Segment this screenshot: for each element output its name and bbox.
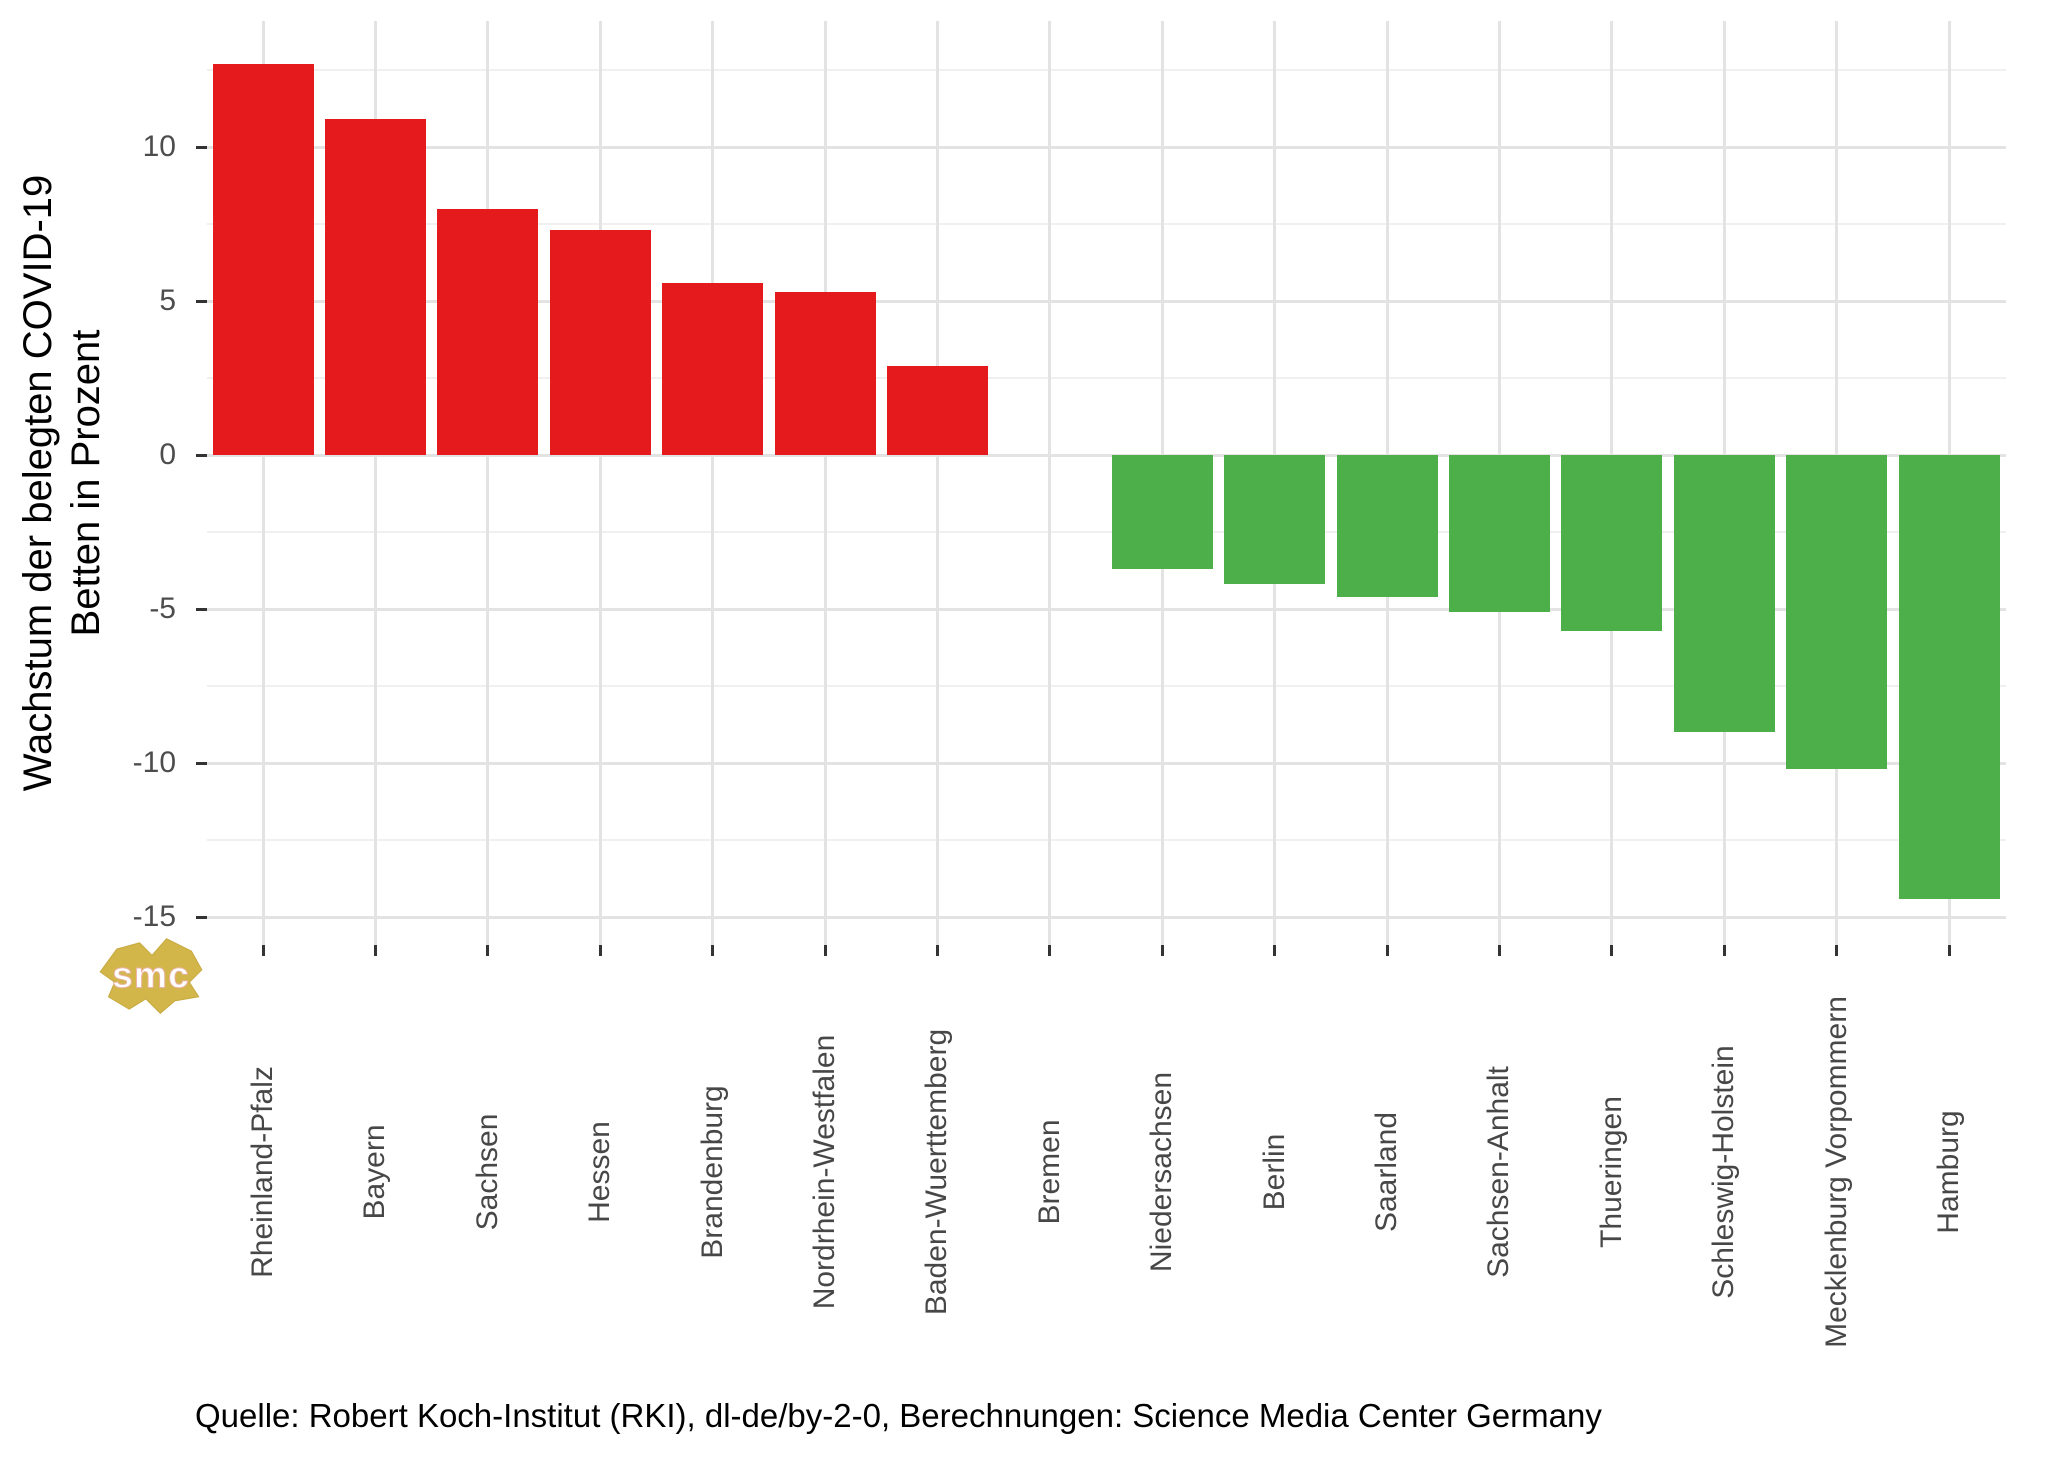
y-axis-tick xyxy=(196,299,207,303)
gridline-v-major xyxy=(486,21,490,945)
gridline-h-minor xyxy=(207,839,2006,841)
x-category-label-text: Baden-Wuerttemberg xyxy=(920,1028,954,1316)
x-category-label-text: Nordrhein-Westfalen xyxy=(808,1034,841,1310)
x-axis-tick xyxy=(1610,945,1614,956)
gridline-v-major xyxy=(261,21,265,945)
x-axis-tick xyxy=(1722,945,1726,956)
bar-thueringen xyxy=(1561,455,1663,631)
y-axis-tick xyxy=(196,453,207,457)
smc-watermark-logo: smc xyxy=(99,938,203,1015)
x-axis-tick xyxy=(1160,945,1164,956)
gridline-v-major xyxy=(935,21,939,945)
x-category-label-text: Bremen xyxy=(1032,1119,1066,1225)
x-category-label-text: Saarland xyxy=(1370,1111,1403,1233)
gridline-v-major xyxy=(711,21,715,945)
gridline-h-major xyxy=(207,761,2006,765)
x-category-label-text: Bayern xyxy=(358,1124,392,1220)
y-tick-label: 0 xyxy=(159,438,176,471)
x-category-label-text: Hessen xyxy=(583,1121,617,1223)
x-axis-tick xyxy=(1947,945,1951,956)
y-tick-label: -10 xyxy=(132,746,176,779)
x-category-label-text: Berlin xyxy=(1257,1133,1291,1211)
x-category-label-text: Sachsen-Anhalt xyxy=(1482,1066,1516,1278)
bar-baden-wuerttemberg xyxy=(886,365,988,455)
x-axis-tick xyxy=(1273,945,1277,956)
smc-watermark-text: smc xyxy=(112,953,190,995)
y-tick-label: 10 xyxy=(142,130,176,163)
x-category-label-text: Niedersachsen xyxy=(1145,1071,1179,1273)
gridline-h-minor xyxy=(207,69,2006,71)
x-axis-tick xyxy=(711,945,715,956)
x-category-label-text: Hamburg xyxy=(1932,1110,1965,1234)
y-tick-label: 5 xyxy=(159,284,176,317)
gridline-h-minor xyxy=(207,685,2006,687)
y-tick-label: -5 xyxy=(149,592,176,625)
bar-hamburg xyxy=(1898,455,2000,899)
x-axis-tick xyxy=(598,945,602,956)
gridline-h-major xyxy=(207,299,2006,303)
bar-saarland xyxy=(1336,455,1438,597)
bar-niedersachsen xyxy=(1111,455,1213,569)
bar-brandenburg xyxy=(662,282,764,455)
y-axis-tick xyxy=(196,761,207,765)
x-category-label-text: Thueringen xyxy=(1594,1096,1628,1248)
x-axis-tick xyxy=(1385,945,1389,956)
bar-bayern xyxy=(324,119,426,455)
bar-mecklenburg-vorpommern xyxy=(1786,455,1888,770)
x-axis-tick xyxy=(1048,945,1052,956)
gridline-h-major xyxy=(207,145,2006,149)
x-axis-tick xyxy=(261,945,265,956)
y-axis-title-line2: Betten in Prozent xyxy=(64,329,108,637)
x-category-label-text: Schleswig-Holstein xyxy=(1707,1045,1741,1299)
gridline-h-major xyxy=(207,915,2006,919)
gridline-h-minor xyxy=(207,531,2006,533)
gridline-v-major xyxy=(598,21,602,945)
gridline-v-major xyxy=(1048,21,1052,945)
x-category-label-text: Mecklenburg Vorpommern xyxy=(1819,996,1853,1348)
gridline-v-major xyxy=(373,21,377,945)
gridline-h-minor xyxy=(207,377,2006,379)
x-category-label-text: Sachsen xyxy=(470,1113,504,1231)
x-axis-tick xyxy=(935,945,939,956)
smc-logo-shape xyxy=(99,938,203,1015)
bar-schleswig-holstein xyxy=(1673,455,1775,733)
x-category-label-text: Rheinland-Pfalz xyxy=(246,1066,279,1278)
y-tick-label: -15 xyxy=(132,900,176,933)
gridline-h-major xyxy=(207,453,2006,457)
bar-rheinland-pfalz xyxy=(212,63,314,455)
bar-berlin xyxy=(1224,455,1326,585)
gridline-v-major xyxy=(823,21,827,945)
x-axis-tick xyxy=(823,945,827,956)
y-axis-tick xyxy=(196,915,207,919)
bar-sachsen-anhalt xyxy=(1448,455,1550,613)
y-axis-tick xyxy=(196,145,207,149)
gridline-h-major xyxy=(207,607,2006,611)
x-axis-tick xyxy=(1497,945,1501,956)
y-axis-tick xyxy=(196,607,207,611)
x-axis-tick xyxy=(1835,945,1839,956)
bar-nordrhein-westfalen xyxy=(774,291,876,455)
gridline-h-minor xyxy=(207,223,2006,225)
y-axis-title-line1: Wachstum der belegten COVID-19 xyxy=(16,174,60,792)
x-axis-tick xyxy=(373,945,377,956)
x-axis-tick xyxy=(486,945,490,956)
source-caption: Quelle: Robert Koch-Institut (RKI), dl-d… xyxy=(195,1397,1602,1434)
x-category-label-text: Brandenburg xyxy=(695,1085,729,1259)
bar-hessen xyxy=(549,230,651,455)
bar-sachsen xyxy=(437,208,539,455)
